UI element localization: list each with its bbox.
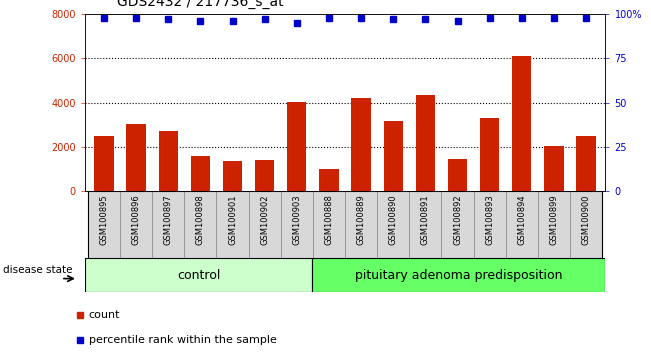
Bar (159, 131, 178, 191)
Bar (577, 136, 596, 191)
Bar (441, 191, 474, 258)
Text: control: control (177, 269, 220, 282)
Bar (377, 191, 409, 258)
Text: GSM100891: GSM100891 (421, 195, 430, 245)
Text: GSM100888: GSM100888 (324, 195, 333, 245)
Bar (223, 161, 242, 191)
Text: GSM100893: GSM100893 (485, 195, 494, 245)
Bar (352, 98, 371, 191)
Bar (544, 146, 564, 191)
Text: GSM100892: GSM100892 (453, 195, 462, 245)
Bar (345, 191, 377, 258)
Bar (88, 191, 120, 258)
Bar (287, 102, 307, 191)
Bar (191, 156, 210, 191)
Text: GSM100903: GSM100903 (292, 195, 301, 245)
Text: GSM100900: GSM100900 (581, 195, 590, 245)
Bar (448, 159, 467, 191)
Bar (480, 118, 499, 191)
Bar (416, 95, 435, 191)
Bar (383, 121, 403, 191)
Bar (409, 191, 441, 258)
Text: GSM100890: GSM100890 (389, 195, 398, 245)
Bar (512, 56, 531, 191)
Bar (94, 136, 113, 191)
Text: GSM100899: GSM100899 (549, 195, 559, 245)
Bar (152, 191, 184, 258)
Bar (126, 124, 146, 191)
Text: disease state: disease state (3, 265, 73, 275)
Bar (216, 191, 249, 258)
Text: GSM100895: GSM100895 (100, 195, 109, 245)
Text: GSM100902: GSM100902 (260, 195, 269, 245)
Text: GSM100894: GSM100894 (518, 195, 527, 245)
Text: GDS2432 / 217736_s_at: GDS2432 / 217736_s_at (117, 0, 284, 9)
Text: GSM100889: GSM100889 (357, 195, 366, 245)
Text: pituitary adenoma predisposition: pituitary adenoma predisposition (355, 269, 562, 282)
Bar (474, 191, 506, 258)
Bar (570, 191, 602, 258)
Bar (538, 191, 570, 258)
Bar (184, 191, 216, 258)
Bar (249, 191, 281, 258)
Bar (120, 191, 152, 258)
Text: count: count (89, 309, 120, 320)
Text: percentile rank within the sample: percentile rank within the sample (89, 335, 277, 345)
Text: GSM100897: GSM100897 (163, 195, 173, 245)
Text: GSM100898: GSM100898 (196, 195, 205, 245)
Bar (312, 258, 605, 292)
Bar (85, 258, 312, 292)
Bar (313, 191, 345, 258)
Bar (319, 169, 339, 191)
Text: GSM100901: GSM100901 (228, 195, 237, 245)
Text: GSM100896: GSM100896 (132, 195, 141, 245)
Bar (506, 191, 538, 258)
Bar (255, 160, 274, 191)
Bar (281, 191, 313, 258)
